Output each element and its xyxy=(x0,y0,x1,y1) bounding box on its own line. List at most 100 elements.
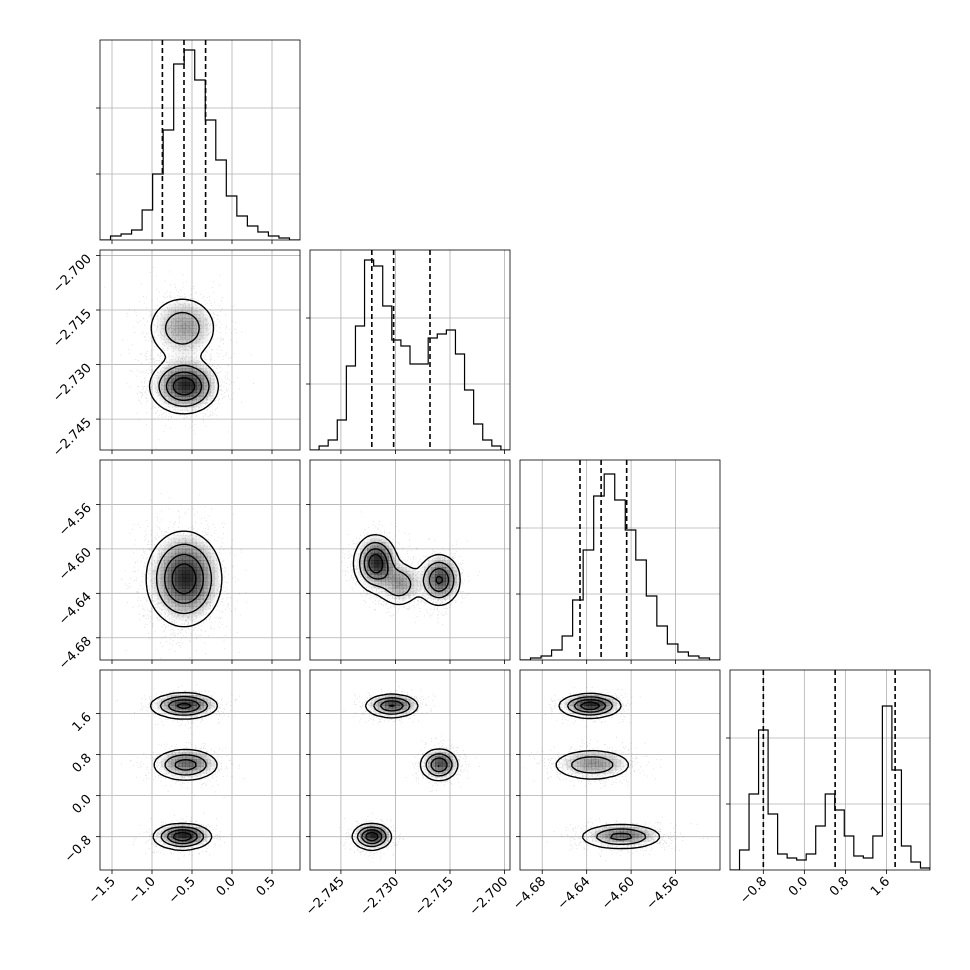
density-cell xyxy=(406,709,411,714)
density-cell xyxy=(605,837,610,842)
density-cell xyxy=(356,556,361,561)
density-cell xyxy=(435,585,439,589)
density-cell xyxy=(185,325,190,329)
density-cell xyxy=(164,396,169,401)
density-cell xyxy=(377,574,382,579)
density-cell xyxy=(153,581,158,586)
density-cell xyxy=(599,841,603,845)
density-cell xyxy=(417,577,422,582)
density-cell xyxy=(150,574,154,578)
density-cell xyxy=(185,556,190,561)
density-cell xyxy=(374,535,379,539)
density-cell xyxy=(185,367,190,372)
density-cell xyxy=(584,766,589,771)
density-cell xyxy=(402,588,407,593)
density-cell xyxy=(192,317,197,322)
density-cell xyxy=(185,346,190,351)
density-cell xyxy=(178,610,183,614)
density-cell xyxy=(388,542,393,547)
density-cell xyxy=(612,755,617,760)
density-cell xyxy=(367,834,372,839)
density-cell xyxy=(435,748,439,753)
density-cell xyxy=(377,570,382,575)
density-cell xyxy=(210,592,215,597)
density-cell xyxy=(598,762,603,767)
density-cell xyxy=(612,823,617,828)
density-cell xyxy=(445,595,450,600)
density-cell xyxy=(395,705,400,710)
density-cell xyxy=(584,705,589,710)
density-cell xyxy=(203,392,208,397)
density-cell xyxy=(420,570,425,575)
density-cell xyxy=(612,766,617,771)
density-cell xyxy=(203,755,208,760)
density-cell xyxy=(171,360,176,365)
density-cell xyxy=(182,752,187,757)
density-cell xyxy=(207,606,211,610)
density-cell xyxy=(171,595,176,600)
density-cell xyxy=(164,830,169,835)
density-cell xyxy=(203,317,208,322)
density-cell xyxy=(609,709,614,714)
density-cell xyxy=(438,563,443,568)
density-cell xyxy=(171,346,176,351)
density-cell xyxy=(153,592,158,597)
density-cell xyxy=(178,335,183,340)
density-cell xyxy=(175,400,179,404)
density-cell xyxy=(210,375,215,379)
density-cell xyxy=(431,595,436,600)
density-cell xyxy=(591,709,596,714)
density-cell xyxy=(189,303,194,308)
density-cell xyxy=(445,585,450,589)
density-cell xyxy=(200,542,204,547)
density-cell xyxy=(616,823,621,828)
density-cell xyxy=(157,556,162,561)
density-cell xyxy=(442,563,447,568)
density-cell xyxy=(584,702,589,707)
density-cell xyxy=(171,617,175,621)
density-cell xyxy=(587,762,592,767)
density-cell xyxy=(182,556,187,561)
panel-content xyxy=(100,250,300,450)
density-cell xyxy=(153,570,158,575)
density-cell xyxy=(157,332,161,336)
density-cell xyxy=(200,592,204,597)
density-cell xyxy=(595,759,599,764)
density-cell xyxy=(200,755,204,760)
density-cell xyxy=(192,321,197,326)
density-cell xyxy=(161,311,165,315)
density-cell xyxy=(566,766,571,771)
density-cell xyxy=(175,310,179,315)
density-cell xyxy=(207,585,212,589)
density-cell xyxy=(452,563,457,568)
density-cell xyxy=(591,774,595,778)
density-cell xyxy=(210,581,215,586)
density-cell xyxy=(164,755,169,760)
density-cell xyxy=(167,577,172,582)
density-cell xyxy=(157,830,162,835)
density-cell xyxy=(203,389,208,394)
density-cell xyxy=(161,610,165,614)
density-cell xyxy=(157,552,162,557)
density-cell xyxy=(192,770,197,774)
density-cell xyxy=(385,549,389,554)
density-cell xyxy=(167,823,172,828)
density-cell xyxy=(377,577,382,582)
density-cell xyxy=(189,830,194,835)
density-cell xyxy=(207,759,212,764)
density-cell xyxy=(200,705,204,710)
density-cell xyxy=(214,585,219,589)
density-cell xyxy=(164,361,168,365)
density-cell xyxy=(200,606,204,611)
density-cell xyxy=(410,705,414,710)
density-cell xyxy=(203,385,208,390)
density-cell xyxy=(381,545,386,550)
density-cell xyxy=(175,617,179,621)
density-cell xyxy=(374,538,379,543)
density-cell xyxy=(203,577,208,582)
density-cell xyxy=(160,595,165,600)
density-cell xyxy=(160,834,165,839)
density-cell xyxy=(171,321,176,326)
density-cell xyxy=(175,317,179,322)
density-cell xyxy=(157,705,162,710)
